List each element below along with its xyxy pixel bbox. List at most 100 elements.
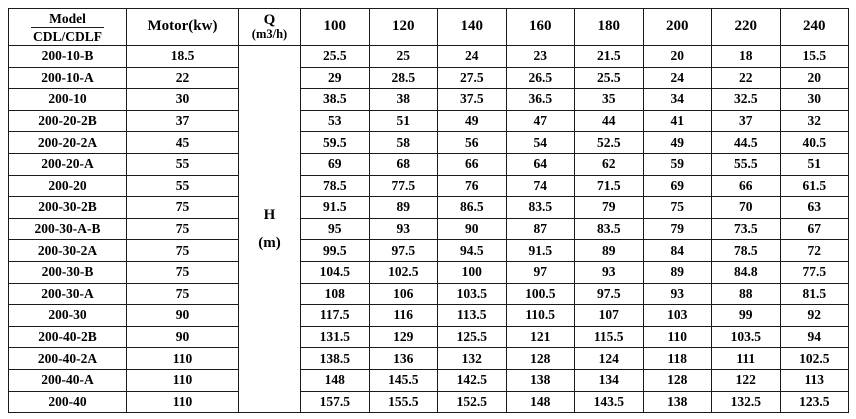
- table-row: 200-30-2A 75 99.5 97.5 94.5 91.5 89 84 78.5 72: [8, 239, 849, 262]
- head-value-cell: 90: [437, 217, 507, 241]
- head-value-cell: 113: [779, 368, 849, 392]
- head-value-cell: 89: [368, 196, 438, 219]
- head-value-cell: 36.5: [505, 88, 575, 111]
- head-value-cell: 87: [505, 217, 575, 241]
- motor-power-cell: 90: [126, 325, 239, 349]
- head-value-cell: 32: [779, 109, 849, 133]
- head-value-cell: 69: [642, 174, 712, 198]
- head-value-cell: 59.5: [300, 131, 370, 154]
- head-value-cell: 97: [505, 260, 575, 284]
- head-value-cell: 122: [711, 368, 781, 392]
- head-value-cell: 83.5: [505, 196, 575, 219]
- motor-power-cell: 110: [126, 390, 239, 414]
- table-row: 200-30-B 75 104.5 102.5 100 97 93 89 84.8 77.5: [8, 260, 849, 284]
- motor-power-cell: 75: [126, 282, 239, 306]
- motor-power-cell: 110: [126, 368, 239, 392]
- head-value-cell: 86.5: [437, 196, 507, 219]
- head-value-cell: 63: [779, 196, 849, 219]
- head-value-cell: 100.5: [505, 282, 575, 306]
- motor-power-cell: 55: [126, 152, 239, 176]
- head-value-cell: 41: [642, 109, 712, 133]
- header-flow-140: 140: [437, 8, 507, 46]
- head-value-cell: 155.5: [368, 390, 438, 414]
- model-cell: 200-40-A: [8, 368, 127, 392]
- head-value-cell: 54: [505, 131, 575, 154]
- head-value-cell: 118: [642, 347, 712, 370]
- head-value-cell: 66: [711, 174, 781, 198]
- head-value-cell: 25: [368, 45, 438, 68]
- head-value-cell: 91.5: [505, 239, 575, 262]
- head-value-cell: 132: [437, 347, 507, 370]
- head-value-cell: 61.5: [779, 174, 849, 198]
- head-value-cell: 102.5: [368, 260, 438, 284]
- head-value-cell: 89: [642, 260, 712, 284]
- motor-power-cell: 30: [126, 88, 239, 111]
- head-value-cell: 44: [574, 109, 644, 133]
- head-value-cell: 76: [437, 174, 507, 198]
- table-row: 200-40-A 110 148 145.5 142.5 138 134 128 122 113: [8, 368, 849, 392]
- model-cell: 200-20: [8, 174, 127, 198]
- table-body: 200-10-B 18.5 H (m) 25.5 25 24 23 21.5 20 18 15.5 20…: [8, 44, 849, 414]
- head-value-cell: 68: [368, 152, 438, 176]
- model-cell: 200-30-A-B: [8, 217, 127, 241]
- header-model: Model CDL/CDLF: [8, 8, 127, 46]
- head-value-cell: 88: [711, 282, 781, 306]
- head-value-cell: 104.5: [300, 260, 370, 284]
- head-value-cell: 21.5: [574, 45, 644, 68]
- header-flow-120: 120: [368, 8, 438, 46]
- table-row: 200-10-B 18.5 H (m) 25.5 25 24 23 21.5 20 18 15.5: [8, 44, 849, 414]
- head-value-cell: 157.5: [300, 390, 370, 414]
- head-value-cell: 40.5: [779, 131, 849, 154]
- head-value-cell: 110.5: [505, 304, 575, 327]
- head-value-cell: 84.8: [711, 260, 781, 284]
- head-value-cell: 26.5: [505, 66, 575, 90]
- head-value-cell: 93: [574, 260, 644, 284]
- header-model-subtitle: CDL/CDLF: [32, 28, 102, 44]
- head-value-cell: 49: [642, 131, 712, 154]
- pump-performance-table: Model CDL/CDLF Motor(kw) Q (m3/h) 100 12…: [8, 8, 849, 414]
- head-axis-label-cell: H (m): [238, 44, 301, 414]
- head-value-cell: 107: [574, 304, 644, 327]
- header-flow-180: 180: [574, 8, 644, 46]
- head-value-cell: 69: [300, 152, 370, 176]
- head-value-cell: 28.5: [368, 66, 438, 90]
- header-flow-200: 200: [642, 8, 712, 46]
- head-value-cell: 52.5: [574, 131, 644, 154]
- head-value-cell: 75: [642, 196, 712, 219]
- motor-power-cell: 75: [126, 196, 239, 219]
- header-model-title: Model: [31, 11, 104, 28]
- model-cell: 200-10-B: [8, 45, 127, 68]
- head-value-cell: 66: [437, 152, 507, 176]
- header-motor: Motor(kw): [126, 8, 239, 46]
- head-value-cell: 24: [437, 45, 507, 68]
- head-value-cell: 18: [711, 45, 781, 68]
- head-value-cell: 128: [505, 347, 575, 370]
- head-value-cell: 56: [437, 131, 507, 154]
- head-value-cell: 131.5: [300, 325, 370, 349]
- motor-power-cell: 75: [126, 217, 239, 241]
- head-value-cell: 108: [300, 282, 370, 306]
- head-value-cell: 49: [437, 109, 507, 133]
- head-value-cell: 92: [779, 304, 849, 327]
- motor-power-cell: 22: [126, 66, 239, 90]
- head-value-cell: 93: [642, 282, 712, 306]
- head-value-cell: 35: [574, 88, 644, 111]
- head-value-cell: 20: [779, 66, 849, 90]
- head-value-cell: 125.5: [437, 325, 507, 349]
- head-value-cell: 99.5: [300, 239, 370, 262]
- head-value-cell: 37.5: [437, 88, 507, 111]
- head-value-cell: 103.5: [711, 325, 781, 349]
- head-value-cell: 73.5: [711, 217, 781, 241]
- motor-power-cell: 75: [126, 239, 239, 262]
- head-value-cell: 128: [642, 368, 712, 392]
- head-value-cell: 30: [779, 88, 849, 111]
- table-row: 200-30-A-B 75 95 93 90 87 83.5 79 73.5 67: [8, 217, 849, 241]
- head-value-cell: 37: [711, 109, 781, 133]
- head-value-cell: 132.5: [711, 390, 781, 414]
- head-value-cell: 93: [368, 217, 438, 241]
- head-value-cell: 22: [711, 66, 781, 90]
- head-value-cell: 51: [779, 152, 849, 176]
- header-q-symbol: Q: [263, 11, 276, 28]
- head-value-cell: 51: [368, 109, 438, 133]
- header-q-unit: (m3/h): [251, 27, 288, 42]
